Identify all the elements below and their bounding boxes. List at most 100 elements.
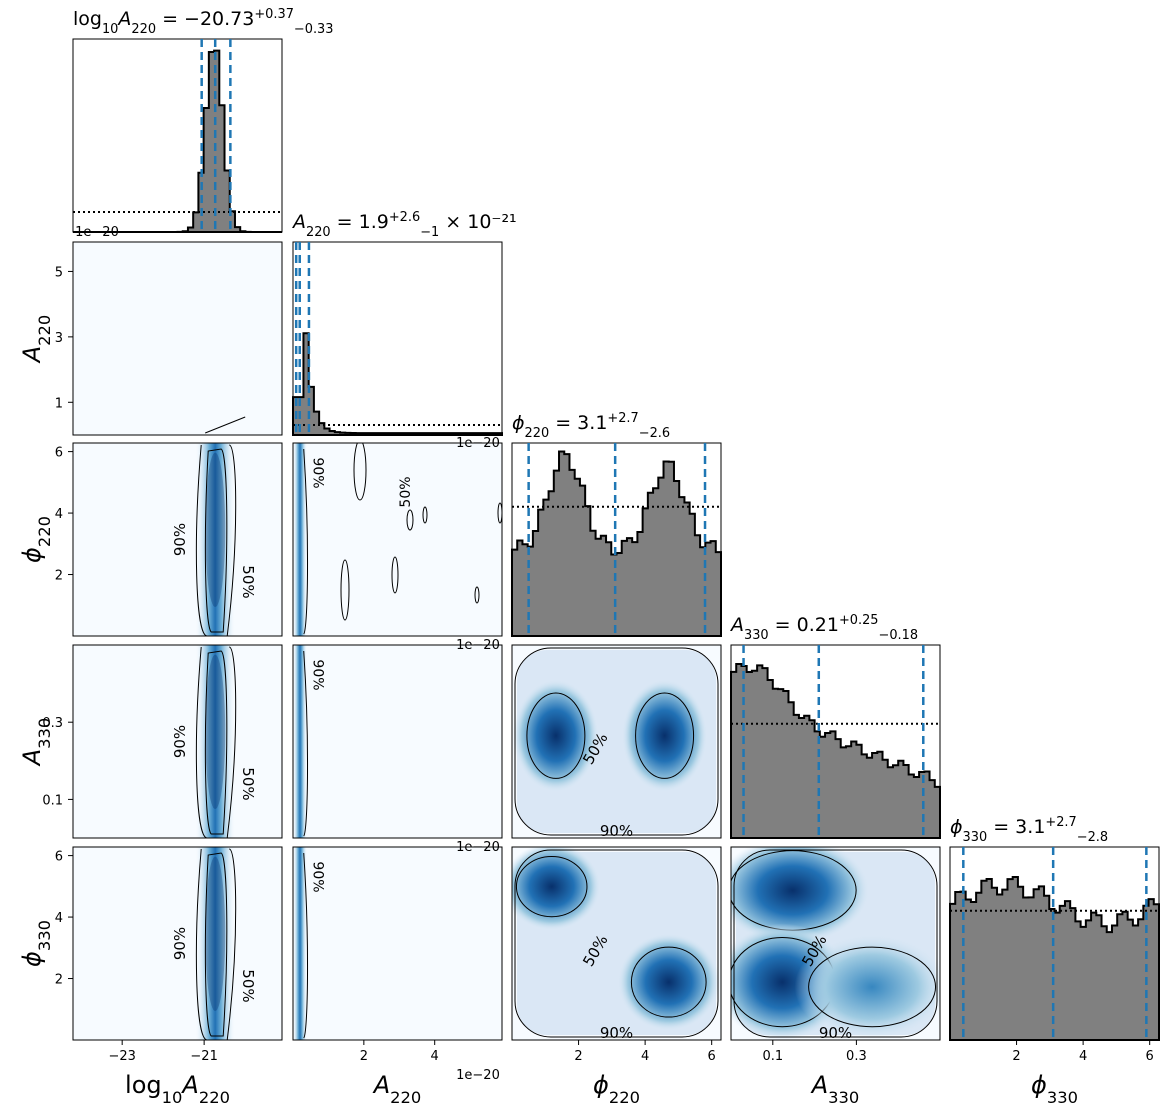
contour-90	[733, 849, 938, 1038]
panel-A220-vs-log10A220	[72, 241, 283, 436]
contour-island-1	[406, 509, 414, 531]
panel-border	[511, 846, 722, 1041]
offset-label-3: 1e−20	[456, 840, 500, 855]
panel-content: 90%	[293, 645, 326, 838]
contour-50	[204, 448, 228, 633]
hist-title-phi330: ϕ330 = 3.1+2.7−2.8	[950, 815, 1108, 845]
panel-bg	[73, 242, 282, 435]
x-tick-label-log10A220: −23	[108, 1049, 135, 1064]
panel-border	[730, 846, 941, 1041]
x-tick-label-phi330: 2	[1012, 1049, 1020, 1064]
contour-island-2	[422, 506, 428, 524]
y-tick-label-A220: 3	[55, 331, 63, 346]
contour-island-3	[391, 556, 399, 594]
panel-border	[292, 846, 503, 1041]
offset-label-0: 1e−20	[75, 225, 119, 240]
hist-title-phi330-part: = 3.1	[987, 816, 1045, 838]
y-tick-label-A330: 0.3	[42, 716, 63, 731]
x-axis-label-log10A220-part: log	[125, 1071, 162, 1099]
panel-phi330-vs-log10A220: 90% 50%	[72, 846, 283, 1041]
hist-title-A220-part: −1	[420, 225, 439, 240]
contour-50	[204, 852, 228, 1037]
panel-phi220-vs-log10A220: 90% 50%	[72, 442, 283, 637]
hist-title-phi220-part: +2.7	[607, 411, 638, 426]
offset-label-1: 1e−20	[456, 436, 500, 451]
panel-bg	[73, 645, 282, 838]
y-axis-label-phi330: ϕ330	[18, 920, 54, 967]
contour-label-90: 90%	[171, 927, 189, 960]
histogram-phi220	[511, 450, 722, 637]
y-tick-label-phi220: 2	[55, 569, 63, 584]
y-axis-label-A330-part: A	[18, 749, 46, 767]
contour-island-5	[474, 586, 480, 604]
contour-label-90: 90%	[600, 822, 633, 840]
panel-phi220-vs-A220: 50% 90%	[292, 442, 503, 637]
hist-title-A330-part: = 0.21	[769, 614, 839, 636]
y-tick-label-phi220: 4	[55, 507, 63, 522]
panel-phi330-vs-A330: 50%90%	[730, 846, 941, 1041]
x-tick-label-phi330: 6	[1146, 1049, 1154, 1064]
contour-label-50: 50%	[398, 476, 414, 507]
contour-90	[514, 647, 719, 836]
y-tick-label-A330: 0.1	[42, 793, 63, 808]
hist-title-A220-part: +2.6	[389, 210, 420, 225]
y-axis-label-A220-part: A	[18, 346, 46, 364]
y-axis-label-phi220-part: ϕ	[18, 547, 46, 563]
x-tick-label-phi220: 4	[641, 1049, 649, 1064]
density-blob-1	[617, 933, 721, 1032]
contour-island-0	[353, 443, 367, 501]
panel-A330-vs-phi220: 50%90%	[511, 644, 722, 840]
panel-phi330-vs-A220: 90%	[292, 846, 503, 1041]
x-axis-label-A220-part: A	[372, 1071, 390, 1099]
panel-border	[72, 442, 283, 637]
hist-title-A220: A220 = 1.9+2.6−1 × 10⁻²¹	[291, 210, 517, 240]
panel-content: 90% 50%	[171, 847, 257, 1040]
hist-title-phi330-part: 330	[963, 830, 988, 845]
contour-90	[303, 650, 309, 837]
x-axis-label-log10A220-part: 220	[199, 1088, 230, 1107]
panel-content: 90%	[293, 847, 326, 1040]
contour-label-90: 90%	[171, 523, 189, 556]
y-axis-label-phi330-part: ϕ	[18, 951, 46, 967]
x-axis-label-phi330: ϕ330	[1031, 1071, 1078, 1107]
hist-panel-log10A220	[72, 38, 283, 233]
panel-bg	[73, 847, 282, 1040]
x-tick-label-phi220: 2	[574, 1049, 582, 1064]
y-tick-label-A220: 1	[55, 396, 63, 411]
density-stripe	[195, 645, 236, 838]
panel-border	[72, 644, 283, 839]
contour-90	[195, 444, 237, 636]
hist-title-A220-part: × 10⁻²¹	[439, 211, 516, 233]
density-blob-2	[794, 933, 940, 1040]
hist-title-A220-part: = 1.9	[331, 211, 389, 233]
density-stripe	[195, 443, 236, 636]
panel-border	[72, 846, 283, 1041]
x-tick-label-A220: 4	[431, 1049, 439, 1064]
hist-title-phi330-part: −2.8	[1077, 830, 1108, 845]
hist-title-log10A220-part: = −20.73	[156, 8, 254, 30]
hist-title-phi220-part: ϕ	[512, 412, 525, 434]
hist-title-phi220-part: = 3.1	[549, 412, 607, 434]
density-stripe	[195, 847, 236, 1040]
offset-label-2: 1e−20	[456, 638, 500, 653]
hist-title-A330-part: 330	[744, 628, 769, 643]
panel-content: 50%90%	[731, 847, 940, 1040]
hist-title-log10A220-part: 10	[102, 22, 118, 37]
hist-title-phi220-part: 220	[525, 426, 550, 441]
x-axis-label-log10A220-part: 10	[162, 1088, 183, 1107]
x-tick-label-log10A220: −21	[190, 1049, 217, 1064]
histogram-A330	[730, 662, 941, 839]
panel-border	[292, 442, 503, 637]
contour-island-4	[340, 559, 350, 621]
hist-title-log10A220: log10A220 = −20.73+0.37−0.33	[73, 7, 333, 37]
hist-title-A330-part: A	[729, 614, 744, 636]
y-axis-label-A220-part: 220	[35, 315, 54, 346]
y-axis-label-A330-part: 330	[35, 718, 54, 749]
x-axis-label-A330-part: 330	[828, 1088, 859, 1107]
density-blob-0	[512, 679, 599, 793]
hist-title-log10A220-part: −0.33	[294, 22, 334, 37]
contour-label-90: 90%	[310, 659, 326, 690]
contour-90	[514, 849, 719, 1038]
x-axis-label-phi330-part: ϕ	[1031, 1071, 1047, 1099]
